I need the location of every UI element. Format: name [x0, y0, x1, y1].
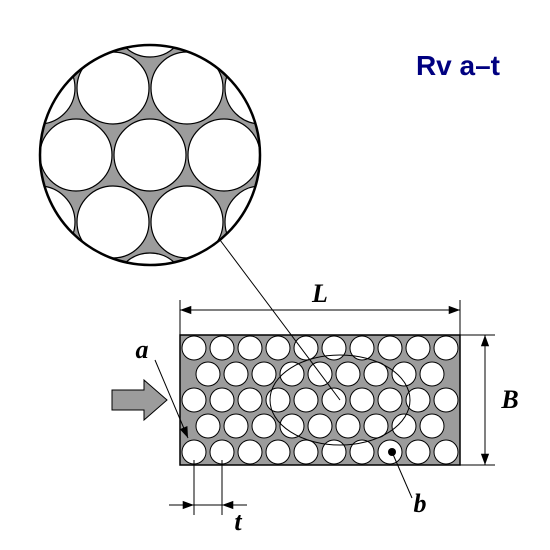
label-a: a: [136, 335, 149, 364]
hole: [406, 336, 430, 360]
hole: [336, 414, 360, 438]
dimension-t: t: [169, 460, 247, 536]
hole: [308, 414, 332, 438]
hole: [392, 414, 416, 438]
hole: [266, 440, 290, 464]
hole: [392, 362, 416, 386]
hole: [294, 336, 318, 360]
dimension-L: L: [180, 279, 460, 335]
hole: [280, 362, 304, 386]
hole: [238, 336, 262, 360]
hole: [434, 440, 458, 464]
hole: [434, 336, 458, 360]
hole: [322, 440, 346, 464]
hole: [434, 388, 458, 412]
hole: [350, 388, 374, 412]
hole: [280, 414, 304, 438]
hole: [406, 440, 430, 464]
label-L: L: [311, 279, 328, 308]
hole: [238, 388, 262, 412]
hole: [210, 336, 234, 360]
label-t: t: [234, 507, 242, 536]
label-b: b: [414, 489, 427, 518]
hole: [420, 414, 444, 438]
hole: [224, 362, 248, 386]
hole: [294, 440, 318, 464]
hole: [378, 336, 402, 360]
hole: [350, 336, 374, 360]
callout-b-dot: [388, 448, 396, 456]
direction-arrow-icon: [112, 380, 167, 420]
magnifier-view: [0, 0, 371, 325]
hole: [378, 388, 402, 412]
hole: [252, 362, 276, 386]
hole: [420, 362, 444, 386]
hole: [224, 414, 248, 438]
hole: [182, 388, 206, 412]
sheet-plate: [180, 335, 460, 465]
label-B: B: [500, 385, 518, 414]
hole: [210, 388, 234, 412]
hole: [252, 414, 276, 438]
dimension-B: B: [460, 335, 519, 465]
hole: [322, 336, 346, 360]
hole: [196, 414, 220, 438]
hole: [350, 440, 374, 464]
hole: [196, 362, 220, 386]
diagram-title: Rv a–t: [416, 50, 500, 81]
hole: [182, 336, 206, 360]
hole: [238, 440, 262, 464]
hole: [336, 362, 360, 386]
hole: [266, 336, 290, 360]
hole: [294, 388, 318, 412]
